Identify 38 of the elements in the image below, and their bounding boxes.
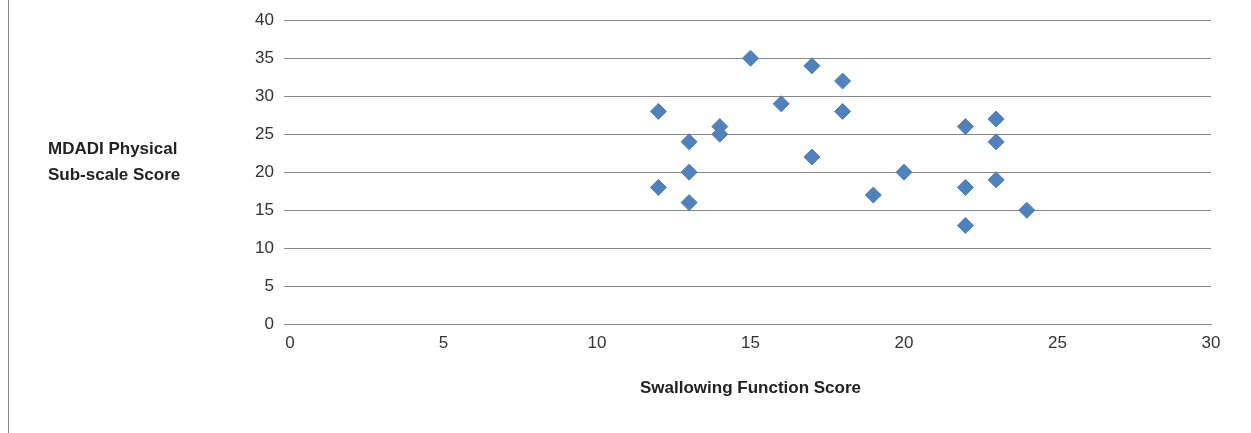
y-tick-label: 5	[264, 275, 274, 295]
y-tick-label: 15	[255, 199, 274, 219]
point	[680, 163, 698, 181]
point	[956, 118, 974, 136]
point	[987, 110, 1005, 128]
point	[834, 72, 852, 90]
x-tick-label: 20	[894, 333, 914, 353]
y-tick-label: 20	[255, 161, 274, 181]
x-axis-title: Swallowing Function Score	[639, 378, 862, 398]
point	[742, 49, 759, 67]
point	[987, 171, 1005, 189]
y-axis-title: MDADI Physical Sub-scale Score	[48, 138, 182, 186]
point	[895, 163, 913, 181]
point	[649, 178, 667, 196]
x-tick-label: 10	[587, 333, 607, 353]
point	[803, 148, 821, 166]
point	[834, 102, 852, 120]
y-tick-label: 0	[264, 313, 274, 333]
point	[956, 178, 974, 196]
point	[1018, 201, 1036, 219]
x-tick-label: 25	[1048, 333, 1067, 353]
x-tick-label: 30	[1201, 333, 1221, 353]
y-tick-label: 40	[255, 9, 274, 29]
x-tick-label: 5	[438, 333, 449, 353]
point	[680, 194, 698, 212]
point	[864, 186, 882, 204]
point	[956, 216, 974, 234]
point	[987, 133, 1005, 151]
point	[772, 95, 790, 113]
y-tick-label: 35	[255, 47, 274, 67]
point	[649, 102, 667, 120]
x-tick-label: 0	[285, 333, 295, 353]
point	[680, 133, 698, 151]
x-tick-label: 15	[741, 333, 760, 353]
point	[803, 57, 821, 75]
y-tick-label: 30	[255, 85, 274, 105]
y-tick-label: 25	[255, 123, 274, 143]
y-tick-label: 10	[255, 237, 274, 257]
